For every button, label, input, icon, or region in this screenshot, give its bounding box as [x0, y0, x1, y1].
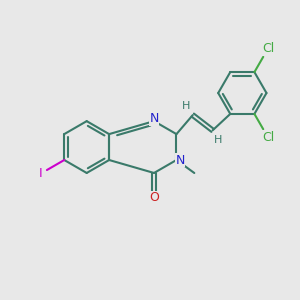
Text: H: H [213, 135, 222, 146]
Text: Cl: Cl [262, 42, 274, 55]
Text: N: N [149, 112, 159, 125]
Text: I: I [39, 167, 42, 180]
Text: Cl: Cl [262, 131, 274, 144]
Text: H: H [182, 101, 190, 111]
Text: N: N [175, 154, 185, 166]
Text: O: O [149, 191, 159, 204]
